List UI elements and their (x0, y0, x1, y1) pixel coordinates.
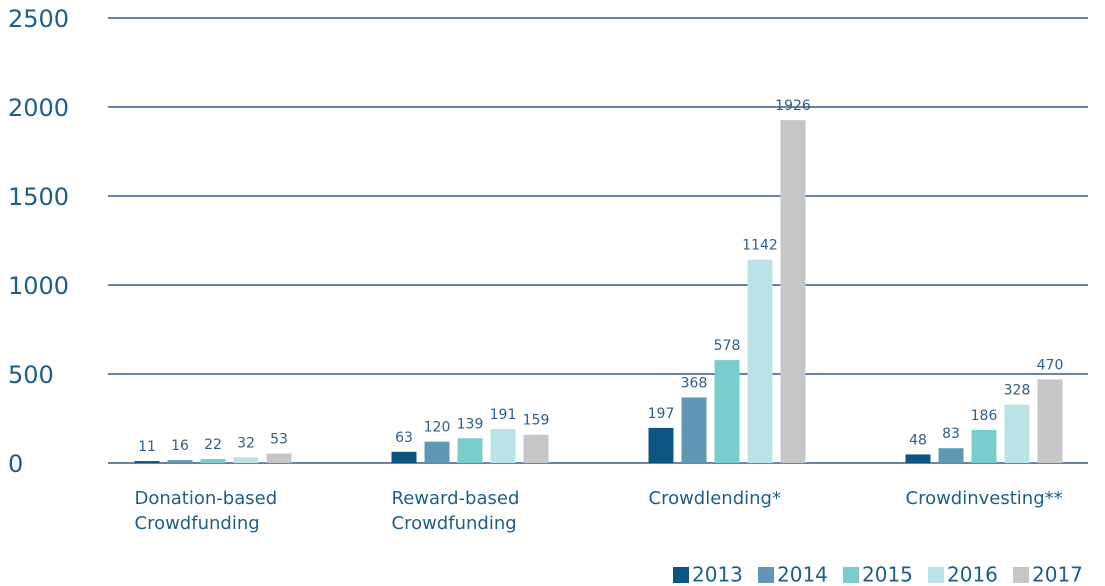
value-label: 1142 (742, 238, 778, 254)
value-label: 186 (971, 408, 998, 424)
bar (490, 429, 516, 463)
bar (523, 434, 549, 463)
bar (1037, 379, 1063, 463)
y-tick-label: 500 (8, 361, 54, 389)
value-label: 53 (270, 432, 288, 448)
bar (134, 461, 160, 463)
value-label: 22 (204, 437, 222, 453)
value-label: 191 (490, 407, 517, 423)
legend-label: 2013 (692, 563, 743, 586)
y-tick-label: 1000 (8, 272, 69, 300)
bar (747, 259, 773, 463)
value-label: 328 (1004, 383, 1031, 399)
value-label: 83 (942, 426, 960, 442)
y-tick-label: 2500 (8, 5, 69, 33)
bar (167, 460, 193, 463)
y-tick-label: 1500 (8, 183, 69, 211)
x-tick-label: Crowdlending* (648, 488, 781, 509)
y-tick-label: 0 (8, 450, 23, 478)
x-tick-label: Crowdinvesting** (905, 488, 1063, 509)
legend-swatch (673, 567, 689, 583)
legend-label: 2014 (777, 563, 828, 586)
bar (1004, 404, 1030, 463)
value-label: 63 (395, 430, 413, 446)
x-tick-label: Reward-based Crowdfunding (391, 488, 520, 534)
legend-label: 2015 (862, 563, 913, 586)
bar (714, 360, 740, 463)
value-label: 32 (237, 435, 255, 451)
value-label: 16 (171, 438, 189, 454)
bar (780, 120, 806, 463)
bar (971, 429, 997, 463)
legend-label: 2016 (947, 563, 998, 586)
bar (938, 448, 964, 463)
bar (233, 457, 259, 463)
bar (457, 438, 483, 463)
value-label: 48 (909, 432, 927, 448)
value-label: 11 (138, 439, 156, 455)
value-label: 578 (714, 338, 741, 354)
value-label: 139 (457, 416, 484, 432)
value-label: 1926 (775, 98, 811, 114)
value-label: 197 (648, 406, 675, 422)
bar (681, 397, 707, 463)
bar (905, 454, 931, 463)
value-label: 120 (424, 420, 451, 436)
value-label: 368 (681, 375, 708, 391)
legend-swatch (928, 567, 944, 583)
legend-label: 2017 (1032, 563, 1083, 586)
legend-swatch (758, 567, 774, 583)
bar (648, 427, 674, 463)
bar (200, 459, 226, 463)
value-label: 470 (1037, 357, 1064, 373)
legend-swatch (1013, 567, 1029, 583)
legend-swatch (843, 567, 859, 583)
bar (266, 453, 292, 463)
bar (424, 441, 450, 463)
x-tick-label: Donation-based Crowdfunding (134, 488, 278, 534)
y-tick-label: 2000 (8, 94, 69, 122)
bar (391, 451, 417, 463)
value-label: 159 (523, 413, 550, 429)
